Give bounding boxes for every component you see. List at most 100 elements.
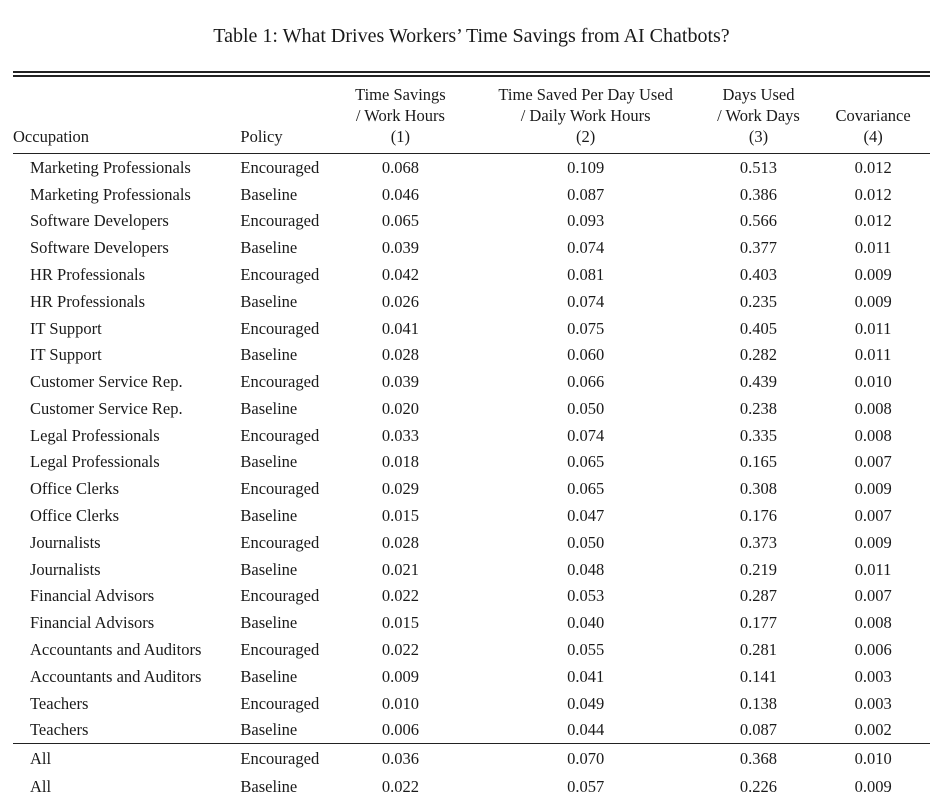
time-saved-per-day-cell: 0.066 xyxy=(567,372,605,392)
table-row: Software Developers Baseline 0.039 0.074 0.3… xyxy=(13,234,930,261)
time-saved-per-day-cell: 0.074 xyxy=(567,425,605,445)
days-used-cell: 0.238 xyxy=(739,398,778,418)
time-savings-cell: 0.068 xyxy=(381,157,419,177)
header-time-saved-per-day: Time Saved Per Day Used / Daily Work Hou… xyxy=(470,77,701,154)
header-time-saved-per-day-number: (2) xyxy=(576,127,596,146)
header-days-used-line1: Days Used xyxy=(722,85,795,104)
policy-cell: Encouraged xyxy=(240,318,320,338)
days-used-cell: 0.368 xyxy=(700,743,817,773)
covariance-cell: 0.003 xyxy=(854,693,892,713)
covariance-cell: 0.007 xyxy=(854,452,892,472)
days-used-cell: 0.403 xyxy=(739,265,778,285)
policy-cell: Baseline xyxy=(240,720,298,740)
policy-cell: Encouraged xyxy=(240,586,320,606)
time-saved-per-day-cell: 0.070 xyxy=(470,743,701,773)
policy-cell: Encouraged xyxy=(240,479,320,499)
occupation-cell: Legal Professionals xyxy=(30,452,160,472)
summary-row: All Encouraged 0.036 0.070 0.368 0.010 xyxy=(13,743,930,773)
occupation-cell: Financial Advisors xyxy=(30,586,155,606)
days-used-cell: 0.087 xyxy=(739,720,778,740)
days-used-cell: 0.281 xyxy=(739,639,778,659)
time-savings-cell: 0.033 xyxy=(381,425,419,445)
policy-cell: Encouraged xyxy=(240,157,320,177)
time-savings-cell: 0.026 xyxy=(381,291,419,311)
covariance-cell: 0.012 xyxy=(854,157,892,177)
covariance-cell: 0.008 xyxy=(854,613,892,633)
table-row: Journalists Baseline 0.021 0.048 0.219 0.011 xyxy=(13,556,930,583)
occupation-cell: Legal Professionals xyxy=(30,425,160,445)
time-saved-per-day-cell: 0.074 xyxy=(567,238,605,258)
policy-cell: Baseline xyxy=(240,184,298,204)
time-savings-cell: 0.028 xyxy=(381,532,419,552)
days-used-cell: 0.287 xyxy=(739,586,778,606)
header-time-savings-line1: Time Savings xyxy=(355,85,446,104)
days-used-cell: 0.177 xyxy=(739,613,778,633)
occupation-cell: All xyxy=(30,776,52,796)
table-row: Accountants and Auditors Baseline 0.009 0.0… xyxy=(13,663,930,690)
time-saved-per-day-cell: 0.093 xyxy=(567,211,605,231)
occupation-cell: IT Support xyxy=(30,318,102,338)
policy-cell: Encouraged xyxy=(240,265,320,285)
time-savings-cell: 0.015 xyxy=(381,613,419,633)
days-used-cell: 0.373 xyxy=(739,532,778,552)
occupation-cell: Teachers xyxy=(30,693,89,713)
time-savings-cell: 0.018 xyxy=(381,452,419,472)
time-savings-cell: 0.021 xyxy=(381,559,419,579)
covariance-cell: 0.006 xyxy=(854,639,892,659)
table-header: Occupation Policy Time Savings / Work Ho… xyxy=(13,77,930,154)
days-used-cell: 0.377 xyxy=(739,238,778,258)
days-used-cell: 0.226 xyxy=(739,776,778,796)
occupation-cell: Accountants and Auditors xyxy=(30,639,202,659)
covariance-cell: 0.009 xyxy=(854,265,892,285)
occupation-cell: Accountants and Auditors xyxy=(30,666,202,686)
covariance-cell: 0.010 xyxy=(854,372,892,392)
header-time-savings: Time Savings / Work Hours (1) xyxy=(330,77,471,154)
covariance-cell: 0.007 xyxy=(854,506,892,526)
occupation-cell: Software Developers xyxy=(30,211,169,231)
time-saved-per-day-cell: 0.075 xyxy=(567,318,605,338)
time-savings-cell: 0.020 xyxy=(381,398,419,418)
occupation-cell: Customer Service Rep. xyxy=(30,372,183,392)
occupation-cell: Marketing Professionals xyxy=(30,157,191,177)
policy-cell: Baseline xyxy=(240,666,298,686)
covariance-cell: 0.010 xyxy=(816,743,930,773)
policy-cell: Baseline xyxy=(240,398,298,418)
time-saved-per-day-cell: 0.053 xyxy=(567,586,605,606)
policy-cell: Baseline xyxy=(240,776,298,796)
covariance-cell: 0.011 xyxy=(854,559,892,579)
table-row: Marketing Professionals Baseline 0.046 0.08… xyxy=(13,181,930,208)
days-used-cell: 0.282 xyxy=(739,345,778,365)
days-used-cell: 0.176 xyxy=(739,506,778,526)
covariance-cell: 0.012 xyxy=(854,184,892,204)
occupation-cell: Software Developers xyxy=(30,238,169,258)
time-savings-cell: 0.022 xyxy=(381,776,419,796)
time-savings-cell: 0.042 xyxy=(381,265,419,285)
days-used-cell: 0.308 xyxy=(739,479,778,499)
header-time-savings-line2: / Work Hours xyxy=(355,106,445,125)
table-row: Legal Professionals Encouraged 0.033 0.074 0… xyxy=(13,422,930,449)
header-days-used: Days Used / Work Days (3) xyxy=(700,77,817,154)
time-savings-cell: 0.015 xyxy=(381,506,419,526)
time-saved-per-day-cell: 0.044 xyxy=(567,720,605,740)
policy-cell: Encouraged xyxy=(240,532,320,552)
policy-cell: Baseline xyxy=(240,345,298,365)
header-time-saved-per-day-line2: / Daily Work Hours xyxy=(520,106,651,125)
days-used-cell: 0.141 xyxy=(739,666,778,686)
days-used-cell: 0.566 xyxy=(739,211,778,231)
occupation-cell: All xyxy=(13,743,241,773)
table-row: HR Professionals Baseline 0.026 0.074 0.235 0… xyxy=(13,288,930,315)
top-double-rule xyxy=(13,71,930,77)
header-time-savings-number: (1) xyxy=(390,127,411,146)
occupation-cell: Office Clerks xyxy=(30,479,120,499)
policy-cell: Encouraged xyxy=(240,693,320,713)
policy-cell: Baseline xyxy=(240,238,298,258)
covariance-cell: 0.011 xyxy=(854,345,892,365)
time-saved-per-day-cell: 0.049 xyxy=(567,693,605,713)
table-row: Customer Service Rep. Baseline 0.020 0.050 0… xyxy=(13,395,930,422)
table-body: Marketing Professionals Encouraged 0.068 0.… xyxy=(13,154,930,744)
occupation-cell: HR Professionals xyxy=(30,265,146,285)
table-title: Table 1: What Drives Workers’ Time Savin… xyxy=(213,25,730,47)
time-saved-per-day-cell: 0.048 xyxy=(567,559,605,579)
occupation-cell: Journalists xyxy=(30,532,101,552)
